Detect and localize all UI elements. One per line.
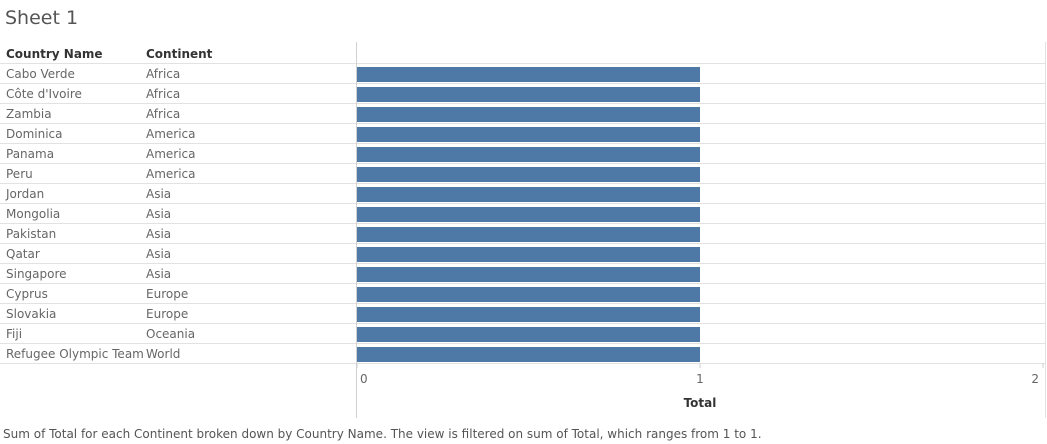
continent-label[interactable]: Oceania [146,327,196,341]
country-label[interactable]: Mongolia [6,207,61,221]
bar [357,307,700,322]
bar [357,287,700,302]
country-label[interactable]: Jordan [6,187,45,201]
x-axis-title: Total [684,396,717,410]
continent-label[interactable]: Asia [146,267,172,281]
continent-label[interactable]: Asia [146,227,172,241]
continent-label[interactable]: Europe [146,287,189,301]
bar [357,127,700,142]
bar [357,327,700,342]
continent-label[interactable]: Africa [146,67,181,81]
country-label[interactable]: Singapore [6,267,67,281]
bar [357,227,700,242]
continent-label[interactable]: Africa [146,107,181,121]
country-label[interactable]: Slovakia [6,307,57,321]
country-label[interactable]: Cyprus [6,287,48,301]
continent-label[interactable]: America [146,167,196,181]
country-label[interactable]: Qatar [6,247,40,261]
sheet-title: Sheet 1 [5,7,79,29]
country-label[interactable]: Peru [6,167,33,181]
tick-label: 2 [1031,372,1039,386]
continent-label[interactable]: Europe [146,307,189,321]
country-label[interactable]: Panama [6,147,55,161]
continent-label[interactable]: Asia [146,207,172,221]
continent-label[interactable]: Africa [146,87,181,101]
bar [357,207,700,222]
continent-label[interactable]: World [146,347,181,361]
country-label[interactable]: Refugee Olympic Team [6,347,144,361]
country-label[interactable]: Côte d'Ivoire [6,87,82,101]
tick-label: 0 [360,372,368,386]
continent-label[interactable]: Asia [146,247,172,261]
continent-label[interactable]: America [146,127,196,141]
country-label[interactable]: Pakistan [6,227,57,241]
bar [357,147,700,162]
country-label[interactable]: Dominica [6,127,63,141]
bar [357,87,700,102]
bar [357,187,700,202]
continent-label[interactable]: Asia [146,187,172,201]
country-label[interactable]: Cabo Verde [6,67,75,81]
bar [357,107,700,122]
continent-header[interactable]: Continent [146,47,213,61]
continent-label[interactable]: America [146,147,196,161]
bar [357,267,700,282]
bar [357,167,700,182]
bar [357,67,700,82]
bar [357,247,700,262]
country-label[interactable]: Fiji [6,327,23,341]
bar [357,347,700,362]
country-label[interactable]: Zambia [6,107,52,121]
chart-caption: Sum of Total for each Continent broken d… [3,427,762,441]
tick-label: 1 [696,372,704,386]
country-name-header[interactable]: Country Name [6,47,103,61]
